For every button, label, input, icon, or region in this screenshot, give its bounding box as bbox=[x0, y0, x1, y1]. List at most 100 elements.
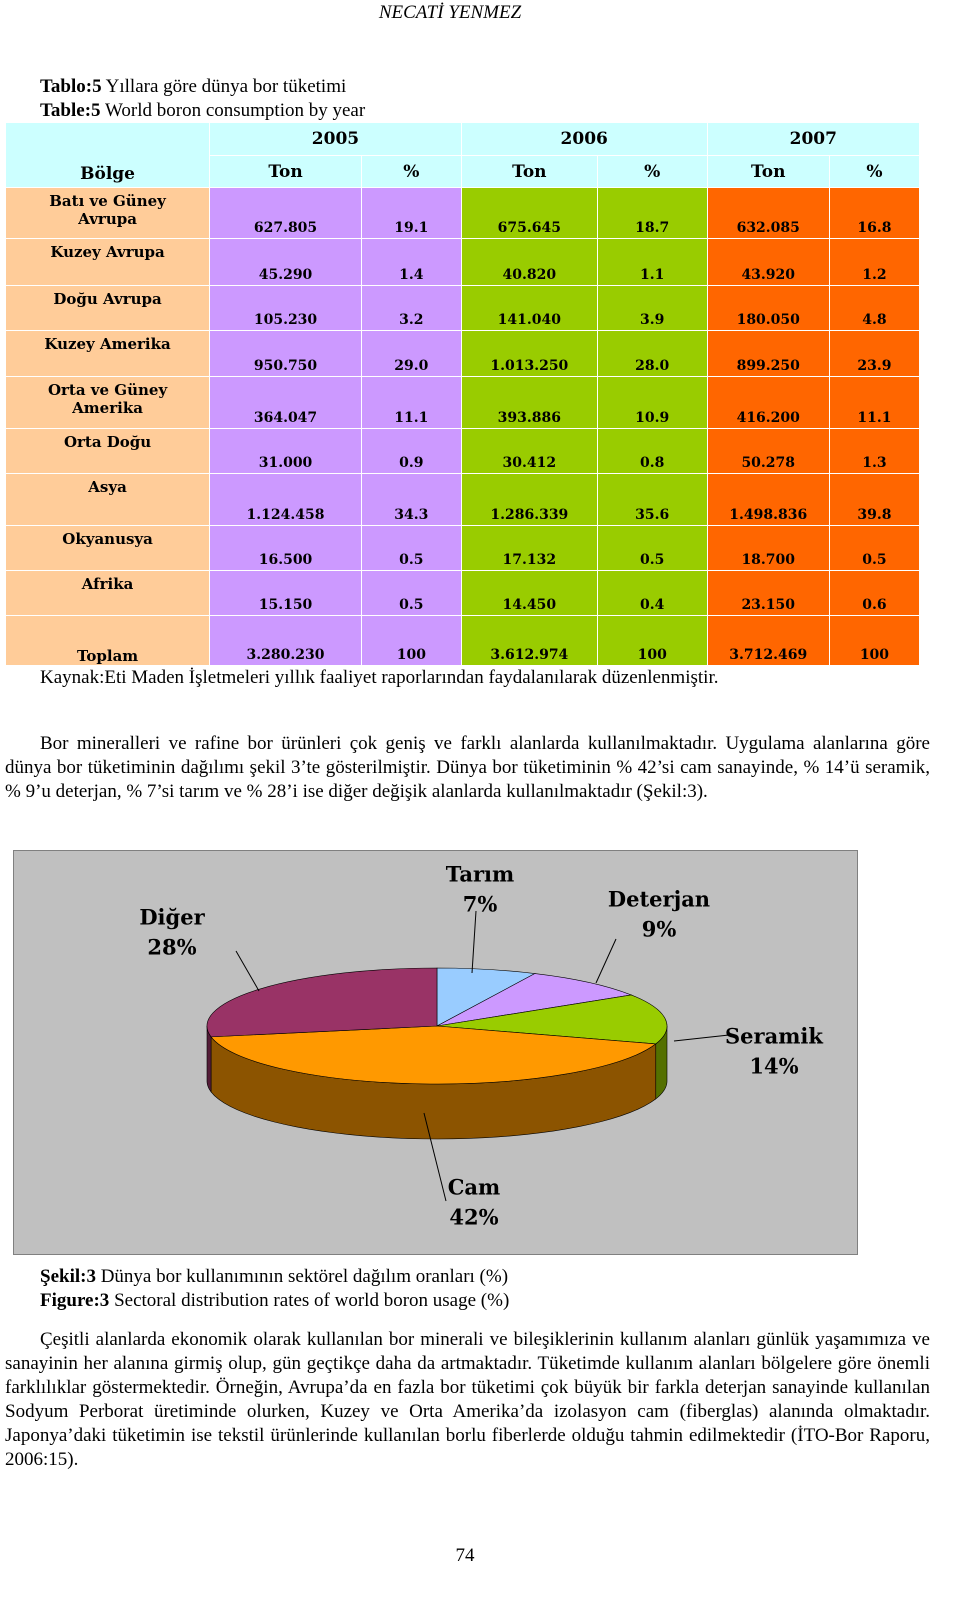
figure-caption-tr: Şekil:3 Dünya bor kullanımının sektörel … bbox=[40, 1265, 508, 1289]
value-cell: 18.7 bbox=[596, 187, 708, 239]
value-cell: 19.1 bbox=[360, 187, 462, 239]
region-cell: Asya bbox=[4, 473, 211, 526]
value-cell: 29.0 bbox=[360, 330, 462, 377]
region-label: Okyanusya bbox=[62, 530, 153, 548]
column-header: Ton bbox=[460, 155, 598, 188]
value-cell: 39.8 bbox=[828, 473, 921, 526]
region-label: Batı ve Güney Avrupa bbox=[49, 192, 166, 228]
table-row: Kuzey Amerika 950.750 29.0 1.013.250 28.0 899… bbox=[4, 330, 921, 377]
header-row: Bölge 2005 2006 2007 bbox=[4, 122, 921, 188]
region-cell: Doğu Avrupa bbox=[4, 285, 211, 331]
table-row: Doğu Avrupa 105.230 3.2 141.040 3.9 180.050 4.… bbox=[4, 285, 921, 331]
caption-text: Yıllara göre dünya bor tüketimi bbox=[105, 76, 347, 97]
leader-line bbox=[423, 1112, 447, 1202]
caption-text: Dünya bor kullanımının sektörel dağılım … bbox=[100, 1266, 509, 1287]
year-header: 2005 bbox=[209, 122, 462, 156]
paragraph: Bor mineralleri ve rafine bor ürünleri ç… bbox=[5, 733, 930, 802]
value-cell: 28.0 bbox=[596, 330, 708, 377]
value-cell: 627.805 bbox=[209, 187, 362, 239]
slice-label: Seramik bbox=[725, 1024, 823, 1049]
region-cell: Kuzey Avrupa bbox=[4, 238, 211, 286]
value-cell: 950.750 bbox=[209, 330, 362, 377]
value-cell: 3.9 bbox=[596, 285, 708, 331]
value-cell: 0.5 bbox=[596, 525, 708, 571]
table-row: Toplam 3.280.230 100 3.612.974 100 3.712.469 1… bbox=[4, 615, 921, 666]
value-cell: 393.886 bbox=[460, 376, 598, 429]
region-cell: Orta ve Güney Amerika bbox=[4, 376, 211, 429]
value-cell: 3.712.469 bbox=[706, 615, 830, 666]
paragraph: Çeşitli alanlarda ekonomik olarak kullan… bbox=[5, 1329, 930, 1470]
value-cell: 1.124.458 bbox=[209, 473, 362, 526]
value-cell: 675.645 bbox=[460, 187, 598, 239]
region-label: Doğu Avrupa bbox=[53, 290, 162, 308]
pie-slice bbox=[436, 967, 536, 1027]
pie-slice bbox=[436, 973, 633, 1027]
column-header: Ton bbox=[209, 155, 362, 188]
value-cell: 10.9 bbox=[596, 376, 708, 429]
table-row: Orta ve Güney Amerika 364.047 11.1 393.886 1… bbox=[4, 376, 921, 429]
value-cell: 100 bbox=[360, 615, 462, 666]
leader-line bbox=[235, 950, 260, 992]
value-cell: 1.4 bbox=[360, 238, 462, 286]
consumption-table: Bölge 2005 2006 2007 Ton% Ton% Ton% Batı ve Gün… bbox=[4, 122, 921, 666]
table-caption-tr: Tablo:5 Yıllara göre dünya bor tüketimi bbox=[40, 75, 346, 99]
leader-line bbox=[595, 938, 617, 984]
header-cell: Bölge bbox=[4, 122, 211, 188]
value-cell: 31.000 bbox=[209, 428, 362, 474]
leader-line bbox=[673, 1034, 730, 1042]
value-cell: 23.150 bbox=[706, 570, 830, 616]
region-label: Kuzey Avrupa bbox=[50, 243, 165, 261]
value-cell: 899.250 bbox=[706, 330, 830, 377]
pie-slice bbox=[436, 994, 668, 1045]
region-cell: Orta Doğu bbox=[4, 428, 211, 474]
slice-value-label: 7% bbox=[463, 892, 498, 917]
region-label: Orta ve Güney Amerika bbox=[47, 381, 168, 417]
slice-value-label: 14% bbox=[749, 1054, 798, 1079]
slice-label: Cam bbox=[448, 1175, 501, 1200]
value-cell: 34.3 bbox=[360, 473, 462, 526]
value-cell: 0.5 bbox=[360, 525, 462, 571]
slice-value-label: 28% bbox=[147, 935, 196, 960]
year-header: 2006 bbox=[460, 122, 708, 156]
value-cell: 15.150 bbox=[209, 570, 362, 616]
value-cell: 30.412 bbox=[460, 428, 598, 474]
value-cell: 100 bbox=[828, 615, 921, 666]
region-label: Orta Doğu bbox=[63, 433, 152, 451]
value-cell: 16.8 bbox=[828, 187, 921, 239]
region-cell: Okyanusya bbox=[4, 525, 211, 571]
region-label: Kuzey Amerika bbox=[44, 335, 171, 353]
region-cell: Kuzey Amerika bbox=[4, 330, 211, 377]
table-row: Asya 1.124.458 34.3 1.286.339 35.6 1.498.836 3… bbox=[4, 473, 921, 526]
value-cell: 416.200 bbox=[706, 376, 830, 429]
value-cell: 0.4 bbox=[596, 570, 708, 616]
value-cell: 180.050 bbox=[706, 285, 830, 331]
value-cell: 3.612.974 bbox=[460, 615, 598, 666]
slice-value-label: 42% bbox=[449, 1205, 498, 1230]
region-label: Asya bbox=[88, 478, 127, 496]
column-header: Ton bbox=[706, 155, 830, 188]
slice-label: Deterjan bbox=[608, 887, 710, 912]
table-row: Kuzey Avrupa 45.290 1.4 40.820 1.1 43.920 1.2 bbox=[4, 238, 921, 286]
value-cell: 632.085 bbox=[706, 187, 830, 239]
value-cell: 11.1 bbox=[828, 376, 921, 429]
slice-label: Tarım bbox=[446, 862, 515, 887]
value-cell: 11.1 bbox=[360, 376, 462, 429]
year-header: 2007 bbox=[706, 122, 921, 156]
table-row: Afrika 15.150 0.5 14.450 0.4 23.150 0.6 bbox=[4, 570, 921, 616]
chart-area: Tarım 7% Deterjan 9% Seramik 14% Cam 42% Diğer 28… bbox=[13, 850, 858, 1255]
header-row: Ton% Ton% Ton% bbox=[6, 155, 921, 188]
value-cell: 105.230 bbox=[209, 285, 362, 331]
leader-line bbox=[471, 910, 477, 974]
value-cell: 16.500 bbox=[209, 525, 362, 571]
value-cell: 17.132 bbox=[460, 525, 598, 571]
slice-label: Diğer bbox=[139, 905, 205, 930]
value-cell: 0.5 bbox=[828, 525, 921, 571]
region-cell: Batı ve Güney Avrupa bbox=[4, 187, 211, 239]
region-label: Toplam bbox=[76, 647, 139, 665]
column-header: % bbox=[596, 155, 708, 188]
caption-text: Sectoral distribution rates of world bor… bbox=[114, 1290, 510, 1311]
page-number: 74 bbox=[455, 1545, 475, 1566]
region-cell: Toplam bbox=[4, 615, 211, 666]
value-cell: 43.920 bbox=[706, 238, 830, 286]
